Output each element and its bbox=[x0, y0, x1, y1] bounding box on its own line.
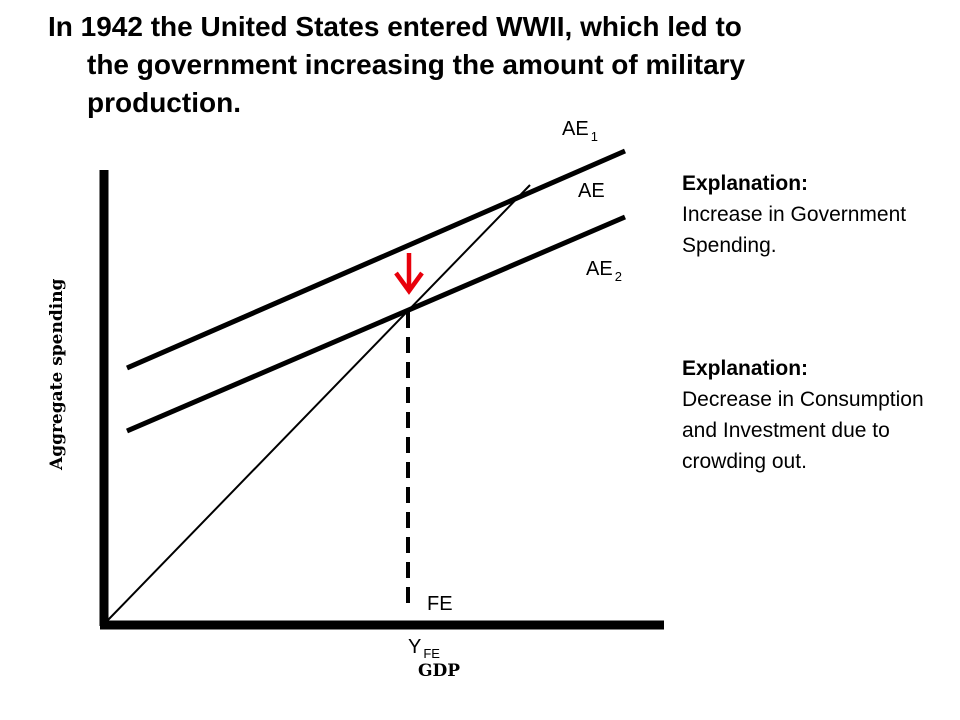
ae2-curve bbox=[126, 214, 626, 434]
explanation-body: Decrease in Consumption and Investment d… bbox=[682, 388, 924, 473]
explanation-heading: Explanation: bbox=[682, 357, 809, 380]
yfe-label: Y FE bbox=[408, 636, 440, 661]
ae1-curve bbox=[126, 148, 626, 371]
explanation-government-spending: Explanation: Increase in Government Spen… bbox=[682, 168, 942, 261]
ae1-label: AE 1 bbox=[562, 118, 598, 144]
title-line-1: In 1942 the United States entered WWII, … bbox=[48, 11, 742, 42]
explanation-body: Increase in Government Spending. bbox=[682, 203, 907, 257]
title-line-2: the government increasing the amount of … bbox=[87, 49, 746, 80]
explanation-heading: Explanation: bbox=[682, 172, 809, 195]
x-axis-title: GDP bbox=[418, 661, 460, 681]
slide-title: In 1942 the United States entered WWII, … bbox=[48, 8, 868, 122]
title-line-3: production. bbox=[87, 87, 241, 118]
fe-label: FE bbox=[427, 593, 453, 615]
ae-label: AE bbox=[578, 180, 605, 202]
ae2-label: AE 2 bbox=[586, 258, 622, 284]
explanation-crowding-out: Explanation: Decrease in Consumption and… bbox=[682, 353, 942, 477]
forty-five-degree-line bbox=[107, 184, 531, 621]
y-axis-title: Aggregate spending bbox=[47, 278, 67, 471]
shift-down-arrow bbox=[394, 253, 424, 295]
